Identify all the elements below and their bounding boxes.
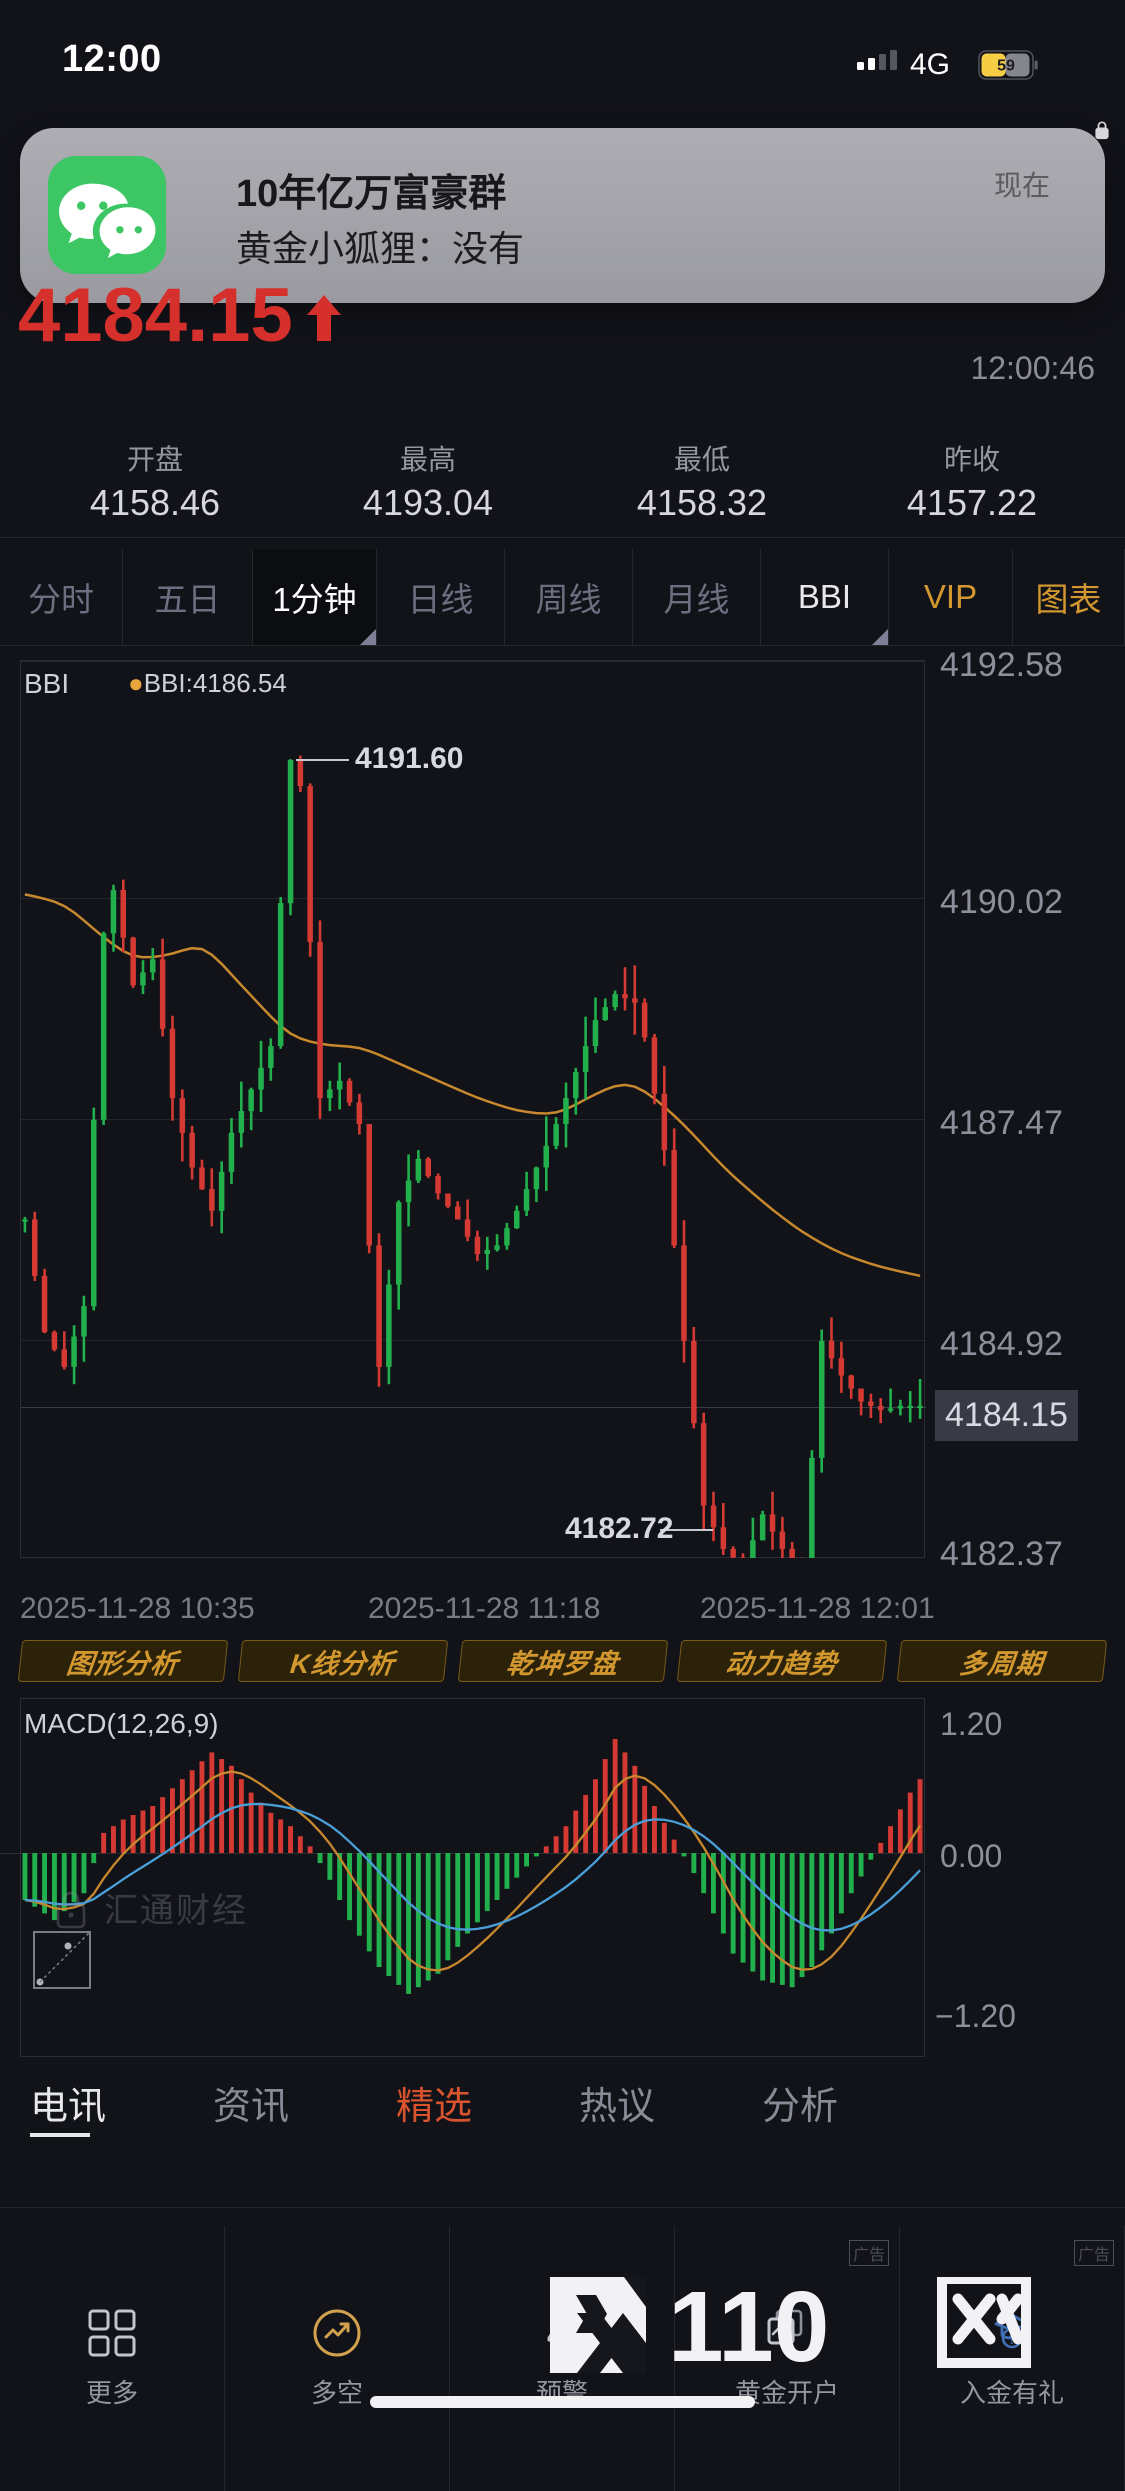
svg-text:110: 110 (668, 2277, 829, 2383)
svg-text:59: 59 (997, 58, 1015, 75)
